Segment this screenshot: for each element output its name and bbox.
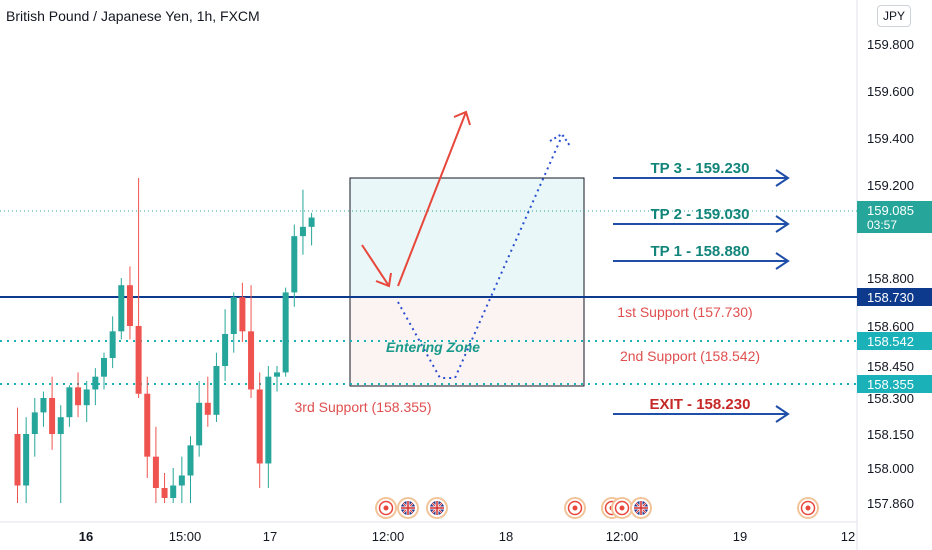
y-tick-label: 159.600 (867, 84, 914, 99)
y-tick-label: 159.800 (867, 37, 914, 52)
candle-body (31, 412, 38, 434)
candle-body (118, 285, 125, 332)
uk-flag-icon[interactable] (397, 497, 419, 519)
candle-body (23, 434, 30, 486)
entering-zone-label: Entering Zone (386, 339, 480, 355)
price-label-value: 159.085 (867, 203, 914, 218)
tp2-label: TP 2 - 159.030 (651, 206, 750, 223)
candle-body (161, 488, 168, 498)
candle-body (178, 475, 185, 486)
candle-body (265, 376, 272, 464)
price-label-value: 158.355 (867, 377, 914, 392)
tp2-arrow-head (775, 215, 790, 233)
price-label-countdown: 03:57 (867, 218, 897, 232)
tp1-label: TP 1 - 158.880 (651, 243, 750, 260)
x-tick-label: 15:00 (169, 529, 202, 544)
uk-flag-icon[interactable] (630, 497, 652, 519)
candle-body (204, 402, 211, 415)
candle-body (92, 376, 99, 390)
y-tick-label: 158.300 (867, 391, 914, 406)
tp1-arrow-head (775, 252, 790, 270)
candle-body (248, 331, 255, 390)
support2-label: 2nd Support (158.542) (620, 348, 760, 364)
y-tick-label: 158.150 (867, 427, 914, 442)
candle-body (66, 387, 73, 418)
candle-body (144, 393, 151, 457)
chart-title: British Pound / Japanese Yen, 1h, FXCM (6, 8, 260, 24)
tp3-label: TP 3 - 159.230 (651, 160, 750, 177)
x-tick-label: 17 (263, 529, 277, 544)
event-icon[interactable] (611, 497, 633, 519)
candle-body (135, 326, 142, 394)
y-tick-label: 158.600 (867, 319, 914, 334)
candle-body (308, 217, 315, 227)
support3-label: 3rd Support (158.355) (295, 399, 432, 415)
x-tick-label: 18 (499, 529, 513, 544)
candle-body (239, 297, 246, 332)
uk-flag-icon[interactable] (426, 497, 448, 519)
y-tick-label: 157.860 (867, 496, 914, 511)
x-tick-label: 19 (733, 529, 747, 544)
price-axis-label: 158.730 (857, 288, 932, 306)
exit-label: EXIT - 158.230 (650, 396, 751, 413)
candle-body (299, 226, 306, 237)
candle-body (230, 297, 237, 334)
x-tick-label: 12:00 (372, 529, 405, 544)
candle-body (126, 285, 133, 326)
candle-body (75, 387, 82, 406)
tp3-arrow-head (775, 169, 790, 187)
candle-body (170, 485, 177, 498)
price-label-value: 158.730 (867, 290, 914, 305)
y-tick-label: 158.450 (867, 359, 914, 374)
red-down-arrowhead (375, 272, 392, 288)
candle-body (57, 417, 64, 434)
candle-body (83, 389, 90, 406)
event-icon[interactable] (375, 497, 397, 519)
event-icon[interactable] (564, 497, 586, 519)
candle-body (291, 236, 298, 293)
candle-body (152, 456, 159, 488)
target-zone-box (349, 177, 585, 298)
red-up-arrowhead (453, 110, 471, 126)
candle-body (14, 434, 21, 486)
y-tick-label: 158.000 (867, 461, 914, 476)
candle-body (222, 334, 229, 366)
support1-label: 1st Support (157.730) (617, 304, 752, 320)
candle-body (282, 292, 289, 373)
currency-button[interactable]: JPY (877, 5, 911, 27)
x-tick-label: 16 (79, 529, 93, 544)
y-tick-label: 159.200 (867, 178, 914, 193)
x-tick-label: 12 (841, 529, 855, 544)
blue-dotted-path (397, 135, 563, 379)
y-tick-label: 159.400 (867, 131, 914, 146)
y-tick-label: 158.800 (867, 271, 914, 286)
candle-body (274, 372, 280, 377)
red-down-arrow (361, 244, 390, 287)
candle-body (101, 358, 107, 377)
event-icon[interactable] (797, 497, 819, 519)
price-axis-label: 158.355 (857, 375, 932, 393)
price-label-value: 158.542 (867, 334, 914, 349)
price-axis-label: 158.542 (857, 332, 932, 350)
exit-arrow-head (775, 405, 790, 423)
candle-body (256, 389, 263, 464)
red-up-arrow (397, 111, 467, 287)
candle-body (213, 366, 220, 415)
candle-body (49, 398, 56, 434)
candle-body (40, 398, 47, 413)
x-tick-label: 12:00 (606, 529, 639, 544)
candle-body (187, 445, 194, 476)
candle-body (109, 331, 116, 358)
candle-body (196, 402, 203, 446)
